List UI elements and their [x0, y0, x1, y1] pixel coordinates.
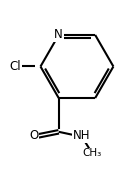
Text: CH₃: CH₃	[83, 148, 102, 158]
Text: NH: NH	[73, 129, 90, 142]
Text: N: N	[54, 28, 63, 42]
Text: Cl: Cl	[9, 60, 21, 73]
Text: O: O	[29, 129, 38, 142]
